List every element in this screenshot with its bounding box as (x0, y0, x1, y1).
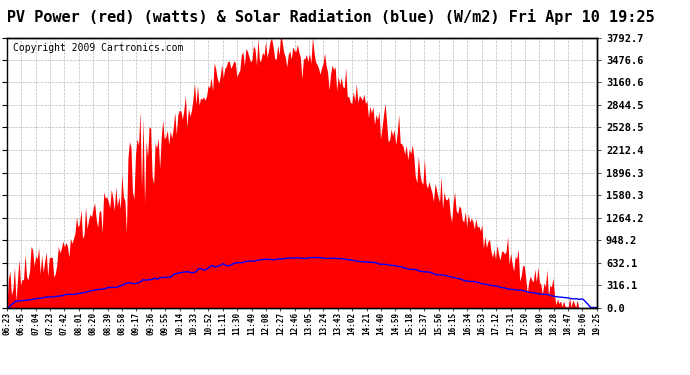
Text: Total PV Power (red) (watts) & Solar Radiation (blue) (W/m2) Fri Apr 10 19:25: Total PV Power (red) (watts) & Solar Rad… (0, 9, 655, 26)
Text: Copyright 2009 Cartronics.com: Copyright 2009 Cartronics.com (13, 43, 183, 53)
